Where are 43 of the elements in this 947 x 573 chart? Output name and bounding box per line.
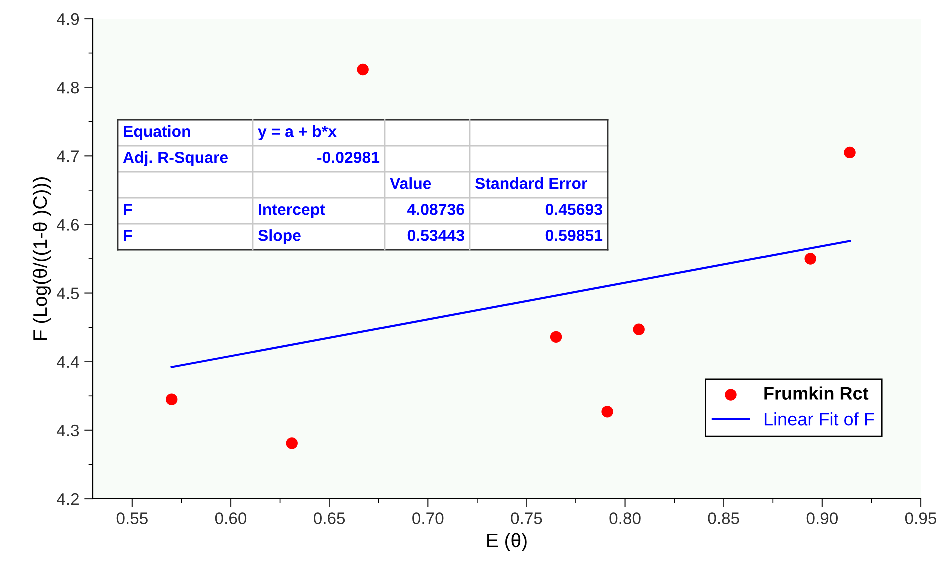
annotation: Value [390,178,432,190]
x-tick-label: 0.80 [610,512,641,524]
annotation: Equation [124,126,190,140]
y-tick-label: 4.2 [57,493,79,506]
x-tick-label: 0.70 [412,512,444,524]
y-axis-title: F (Log(θ/((1-θ )C))) [32,178,52,340]
point [804,253,816,265]
legend-label: Frumkin Rct [764,386,869,400]
annotation: 0.53443 [408,230,464,242]
x-tick-label: 0.90 [806,512,838,524]
annotation: F [124,230,132,242]
annotation: Adj. R-Square [123,152,228,166]
x-tick-label: 0.95 [905,512,937,524]
y-tick-label: 4.3 [57,424,80,437]
x-axis-title: E (θ) [488,533,527,552]
y-tick-label: 4.8 [57,82,80,94]
annotation: y = a + b*x [258,126,337,140]
y-tick-label: 4.7 [57,150,79,162]
annotation: F [124,204,132,216]
annotation: -0.02981 [318,152,380,164]
legend-label: Linear Fit of F [764,412,874,426]
annotation: Standard Error [475,178,588,190]
y-tick-label: 4.6 [57,219,80,231]
annotation: Slope [258,230,301,244]
x-tick-label: 0.65 [314,512,346,524]
annotation: Intercept [259,204,326,218]
point [357,64,369,76]
x-tick-label: 0.75 [511,512,542,524]
point [844,146,856,159]
annotation: 0.59851 [546,230,603,242]
y-tick-label: 4.4 [57,356,80,368]
annotation: 0.45693 [546,204,602,216]
point [633,324,645,336]
x-tick-label: 0.85 [708,512,740,524]
y-tick-label: 4.9 [57,13,80,26]
annotation: 4.08736 [408,204,464,216]
point [286,438,298,450]
x-tick-label: 0.55 [116,512,148,524]
x-tick-label: 0.60 [215,512,247,524]
y-tick-label: 4.5 [57,288,80,300]
point [166,394,178,406]
point [602,406,614,418]
point [550,331,562,344]
